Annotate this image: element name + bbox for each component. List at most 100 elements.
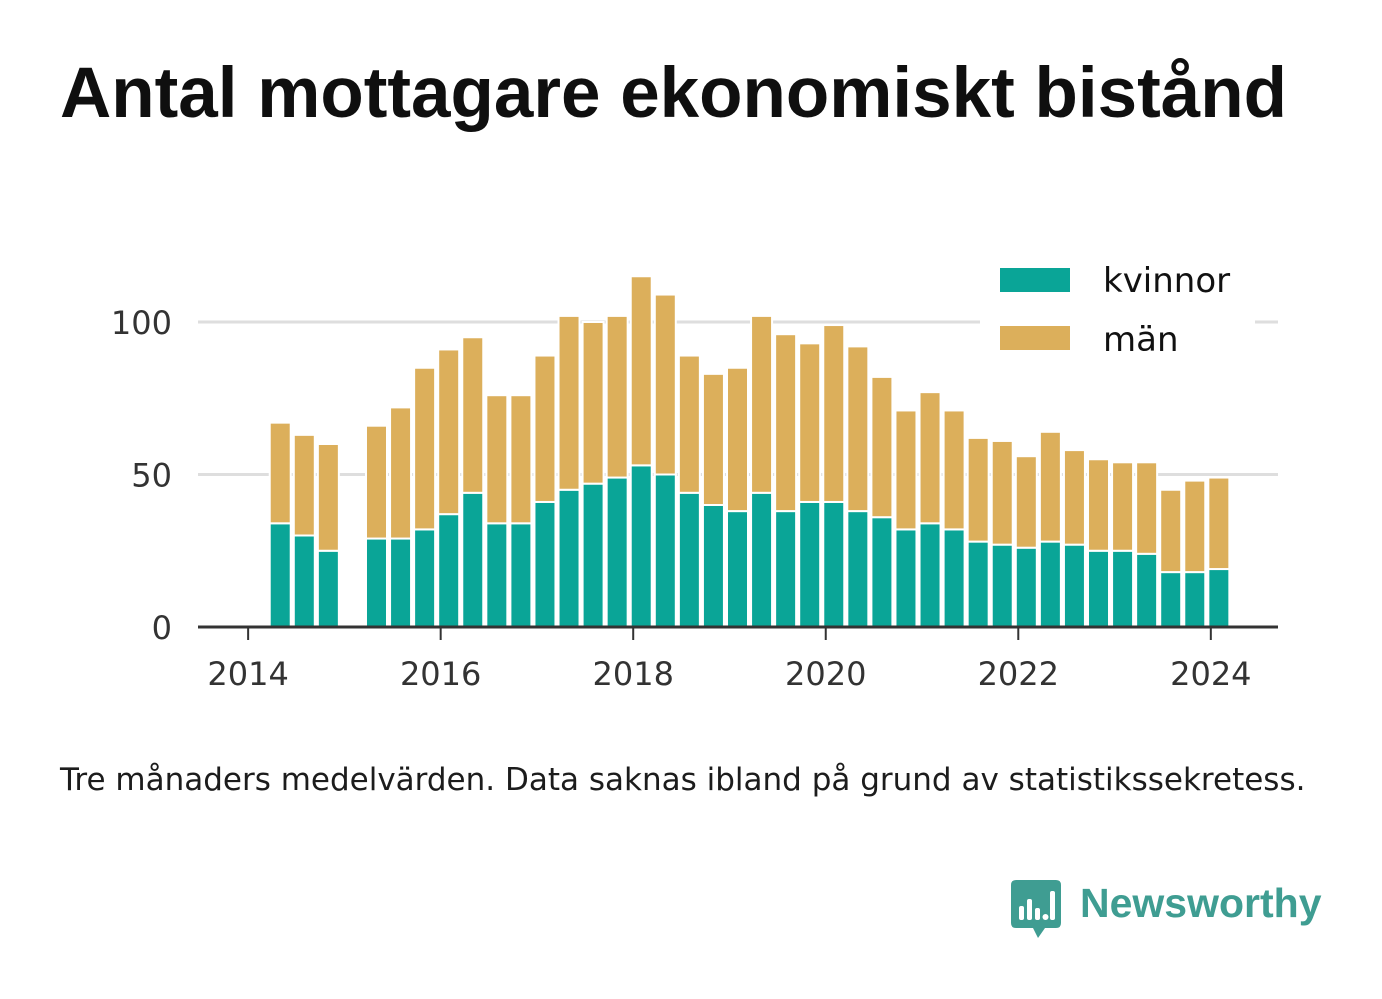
bar-kvinnor xyxy=(701,504,725,628)
bar-kvinnor xyxy=(1135,552,1159,628)
bar-man xyxy=(701,372,725,506)
bar-man xyxy=(894,409,918,531)
bar-man xyxy=(437,348,461,516)
bar-man xyxy=(1183,479,1207,574)
bar-kvinnor xyxy=(316,549,340,628)
bar-kvinnor xyxy=(364,537,388,628)
bar-man xyxy=(1111,461,1135,552)
bar-kvinnor xyxy=(1062,543,1086,629)
bar-kvinnor xyxy=(413,528,437,629)
bar-man xyxy=(485,394,509,525)
bar-man xyxy=(653,293,677,476)
bar-man xyxy=(509,394,533,525)
bar-kvinnor xyxy=(798,500,822,629)
bar-kvinnor xyxy=(1111,549,1135,628)
x-tick-label: 2022 xyxy=(978,655,1059,693)
bar-man xyxy=(629,275,653,467)
bar-man xyxy=(1159,488,1183,574)
bar-man xyxy=(461,336,485,494)
bar-kvinnor xyxy=(1038,540,1062,628)
legend-label-kvinnor: kvinnor xyxy=(1103,261,1230,301)
legend-label-man: män xyxy=(1103,320,1179,360)
bar-kvinnor xyxy=(846,510,870,629)
bar-man xyxy=(822,324,846,503)
bar-kvinnor xyxy=(389,537,413,628)
bar-kvinnor xyxy=(437,513,461,629)
bar-man xyxy=(364,424,388,540)
bar-man xyxy=(774,333,798,513)
bar-man xyxy=(846,345,870,513)
x-tick-label: 2016 xyxy=(400,655,481,693)
bar-man xyxy=(870,375,894,519)
chart-footnote: Tre månaders medelvärden. Data saknas ib… xyxy=(60,762,1306,798)
bar-kvinnor xyxy=(1087,549,1111,628)
bar-man xyxy=(1207,476,1231,571)
bar-kvinnor xyxy=(918,522,942,628)
bar-man xyxy=(1135,461,1159,555)
x-tick-label: 2018 xyxy=(592,655,673,693)
bar-kvinnor xyxy=(581,482,605,628)
bar-man xyxy=(750,314,774,494)
x-axis: 2014 2016 2018 2020 2022 2024 xyxy=(198,625,1278,693)
bar-man xyxy=(798,342,822,503)
legend-swatch-man xyxy=(1000,326,1070,350)
bar-kvinnor xyxy=(990,543,1014,629)
bar-man xyxy=(292,433,316,537)
bar-kvinnor xyxy=(942,528,966,629)
bar-kvinnor xyxy=(533,500,557,629)
bar-man xyxy=(1062,449,1086,546)
bar-man xyxy=(942,409,966,531)
bar-kvinnor xyxy=(268,522,292,628)
newsworthy-logo-icon xyxy=(1011,880,1061,938)
x-tick-label: 2014 xyxy=(207,655,288,693)
bar-kvinnor xyxy=(557,488,581,628)
bars xyxy=(268,275,1231,629)
bar-kvinnor xyxy=(822,500,846,629)
bar-man xyxy=(726,366,749,513)
bar-man xyxy=(605,314,629,479)
bar-man xyxy=(918,391,942,525)
bar-kvinnor xyxy=(1207,568,1231,628)
y-tick-label: 100 xyxy=(111,304,172,342)
bar-kvinnor xyxy=(509,522,533,628)
y-axis: 0 50 100 xyxy=(111,304,172,647)
bar-man xyxy=(389,406,413,540)
bar-man xyxy=(1087,458,1111,552)
bar-kvinnor xyxy=(461,491,485,628)
bar-man xyxy=(413,366,437,531)
bar-kvinnor xyxy=(1183,571,1207,628)
y-tick-label: 50 xyxy=(131,457,172,495)
bar-kvinnor xyxy=(774,510,798,629)
bar-kvinnor xyxy=(292,534,316,628)
brand-name: Newsworthy xyxy=(1080,880,1322,926)
bar-kvinnor xyxy=(1014,546,1038,629)
bar-man xyxy=(677,354,701,494)
bar-kvinnor xyxy=(653,473,677,628)
bar-kvinnor xyxy=(605,476,629,628)
x-tick-label: 2024 xyxy=(1170,655,1251,693)
bar-kvinnor xyxy=(726,510,749,629)
bar-man xyxy=(1038,430,1062,543)
x-tick-label: 2020 xyxy=(785,655,866,693)
bar-kvinnor xyxy=(629,464,653,628)
bar-man xyxy=(533,354,557,503)
bar-kvinnor xyxy=(677,491,701,628)
bar-kvinnor xyxy=(485,522,509,628)
bar-man xyxy=(990,439,1014,546)
bar-kvinnor xyxy=(894,528,918,629)
bar-man xyxy=(557,314,581,491)
brand-logo: Newsworthy xyxy=(1011,878,1331,942)
y-tick-label: 0 xyxy=(152,609,172,647)
bar-kvinnor xyxy=(1159,571,1183,628)
legend-swatch-kvinnor xyxy=(1000,268,1070,292)
bar-kvinnor xyxy=(966,540,990,628)
bar-man xyxy=(966,436,990,543)
bar-man xyxy=(581,321,605,485)
bar-kvinnor xyxy=(750,491,774,628)
chart-title: Antal mottagare ekonomiskt bistånd xyxy=(60,54,1287,133)
bar-man xyxy=(316,443,340,552)
bar-man xyxy=(268,421,292,525)
bar-kvinnor xyxy=(870,516,894,629)
bar-man xyxy=(1014,455,1038,549)
